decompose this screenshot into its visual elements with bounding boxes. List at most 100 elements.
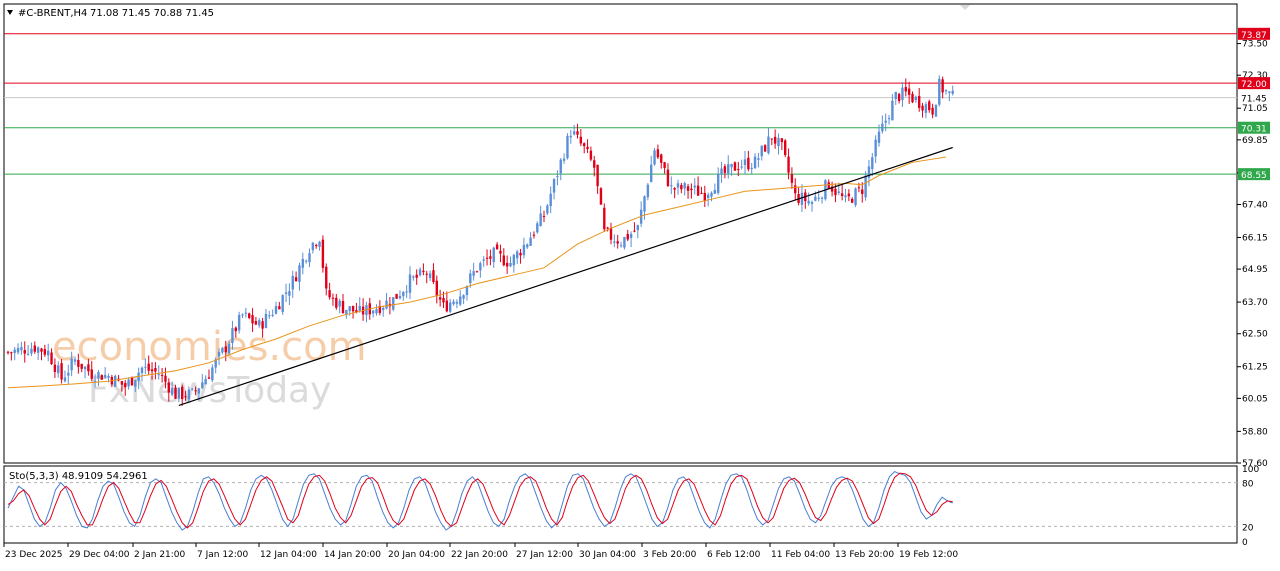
candle-body [690, 188, 693, 191]
shift-marker-icon [960, 5, 970, 10]
candle-body [294, 277, 298, 282]
candle-body [288, 291, 291, 296]
candle-body [934, 104, 938, 117]
candle-body [877, 131, 881, 143]
y-tick-label-7: 64.95 [1242, 265, 1268, 275]
candle-body [194, 390, 197, 392]
candle-body [914, 96, 918, 101]
stoch-tick-3: 0 [1242, 538, 1248, 548]
candle-body [911, 93, 914, 103]
candle-body [522, 244, 526, 256]
x-tick-label-0: 23 Dec 2025 [5, 550, 63, 560]
x-tick-label-4: 12 Jan 04:00 [260, 550, 317, 560]
candle-body [382, 307, 385, 311]
candle-body [412, 276, 415, 278]
candle-body [211, 367, 214, 381]
level-label-2: 71.45 [1241, 95, 1267, 105]
y-tick-label-2: 71.05 [1242, 104, 1268, 114]
candle-body [763, 145, 767, 152]
candle-body [814, 196, 817, 201]
candle-body [355, 310, 358, 313]
candle-body [623, 237, 626, 248]
candle-body [539, 213, 542, 227]
candle-body [398, 296, 402, 299]
main-pane-frame [3, 3, 1238, 464]
y-tick-label-3: 69.85 [1242, 136, 1268, 146]
candle-body [834, 188, 837, 196]
candle-body [482, 259, 485, 261]
candle-body [576, 131, 579, 135]
y-tick-label-6: 66.15 [1242, 233, 1268, 243]
candle-body [562, 158, 566, 161]
x-tick-label-11: 6 Feb 12:00 [707, 550, 761, 560]
candle-body [60, 363, 63, 380]
candle-body [489, 256, 492, 259]
x-tick-label-1: 29 Dec 04:00 [69, 550, 130, 560]
candle-body [221, 347, 224, 353]
candle-body [395, 293, 398, 299]
candle-body [371, 310, 375, 314]
candle-body [670, 185, 673, 187]
candle-body [274, 306, 278, 314]
candle-body [392, 297, 395, 310]
candle-body [234, 327, 237, 332]
candle-body [733, 162, 737, 171]
candle-body [549, 193, 552, 207]
candle-body [700, 192, 703, 194]
candle-body [643, 196, 646, 212]
candle-body [609, 227, 613, 240]
candle-body [30, 348, 33, 354]
candle-body [619, 245, 623, 247]
candle-body [408, 274, 412, 293]
candle-body [827, 182, 830, 189]
collapse-arrow-icon[interactable] [7, 10, 13, 15]
candle-body [666, 169, 670, 187]
candle-body [703, 192, 706, 202]
candle-body [519, 252, 522, 256]
candle-body [13, 349, 16, 353]
candle-body [589, 150, 593, 160]
candle-body [887, 118, 891, 120]
candle-body [351, 305, 355, 312]
candle-body [773, 136, 777, 144]
support-trendline[interactable] [178, 146, 953, 407]
candle-body [552, 179, 556, 193]
candle-body [36, 347, 40, 353]
candle-body [231, 328, 234, 344]
candle-body [495, 244, 499, 250]
candle-body [281, 295, 284, 312]
candle-body [918, 96, 921, 108]
candle-body [693, 185, 696, 188]
candle-body [97, 372, 100, 379]
candle-body [191, 388, 194, 390]
candle-body [177, 387, 181, 399]
x-tick-label-8: 27 Jan 12:00 [516, 550, 573, 560]
candle-body [63, 377, 67, 382]
level-label-bg-3 [1238, 121, 1270, 134]
candle-body [901, 87, 904, 101]
candle-body [43, 349, 47, 355]
candle-body [606, 227, 609, 229]
candle-body [830, 186, 834, 192]
candle-body [167, 382, 170, 393]
candle-body [569, 135, 572, 138]
candle-body [820, 197, 824, 199]
candle-body [227, 343, 231, 354]
level-label-bg-2 [1238, 91, 1270, 104]
stoch-main-line [7, 471, 953, 531]
candle-body [743, 159, 747, 165]
candle-body [465, 286, 469, 296]
candle-body [542, 215, 546, 217]
candle-body [857, 187, 861, 189]
candle-body [73, 359, 77, 362]
candle-body [897, 93, 901, 102]
candle-body [26, 353, 30, 355]
candle-body [469, 273, 472, 284]
y-tick-label-12: 58.80 [1242, 427, 1268, 437]
candle-body [100, 375, 103, 380]
candle-body [472, 271, 475, 276]
candle-body [509, 262, 512, 267]
candle-body [435, 280, 438, 296]
candle-body [341, 300, 345, 314]
